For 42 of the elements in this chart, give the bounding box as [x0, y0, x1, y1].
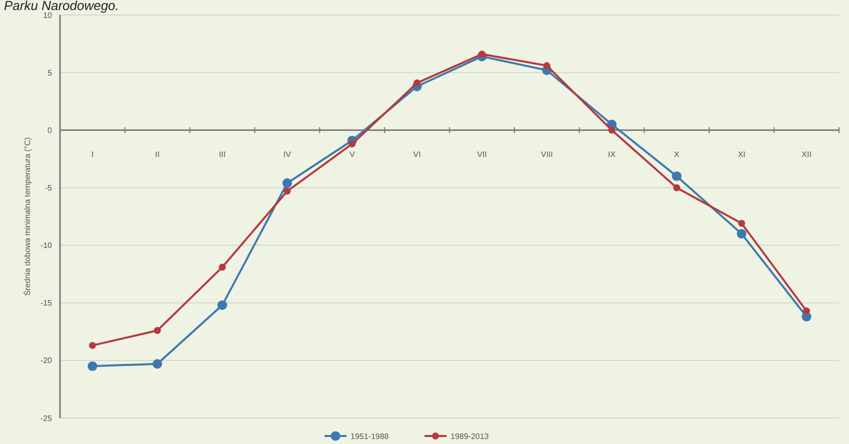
- chart-title: Parku Narodowego.: [4, 0, 119, 13]
- point: [284, 188, 291, 195]
- point: [478, 50, 486, 58]
- point: [543, 62, 550, 70]
- point: [672, 171, 682, 181]
- y-axis-title: Średnia dobowa minimalna temperatura (°C): [22, 136, 32, 296]
- y-tick-label: -15: [40, 298, 53, 308]
- x-tick-label: VIII: [540, 150, 553, 160]
- x-tick-label: VII: [477, 150, 487, 160]
- point: [88, 342, 96, 349]
- point: [217, 300, 228, 310]
- point: [88, 361, 98, 371]
- y-tick-label: -25: [40, 414, 53, 423]
- point: [738, 220, 746, 227]
- point: [152, 359, 162, 369]
- legend-label: 1989-2013: [450, 432, 490, 441]
- x-tick-label: II: [155, 150, 160, 160]
- y-tick-label: 0: [48, 126, 53, 135]
- x-tick-label: XII: [802, 150, 812, 160]
- point: [736, 228, 746, 239]
- x-tick-label: V: [349, 150, 356, 160]
- point: [282, 178, 292, 188]
- y-tick-label: -10: [40, 241, 53, 250]
- x-tick-label: I: [91, 150, 94, 160]
- y-tick-label: 5: [48, 68, 53, 78]
- x-tick-label: IX: [608, 150, 616, 160]
- point: [414, 79, 421, 86]
- point: [608, 126, 616, 134]
- x-tick-label: III: [218, 150, 226, 160]
- point: [154, 326, 161, 334]
- legend-label: 1951-1988: [350, 432, 390, 441]
- x-tick-label: X: [674, 150, 680, 160]
- point: [218, 264, 226, 271]
- x-tick-label: VI: [413, 150, 421, 160]
- x-tick-label: IV: [283, 150, 292, 160]
- point: [803, 307, 810, 314]
- point: [673, 184, 680, 192]
- x-tick-label: XI: [738, 150, 746, 160]
- y-tick-label: 10: [43, 10, 53, 20]
- y-tick-label: -5: [44, 184, 53, 193]
- y-tick-label: -20: [40, 356, 53, 366]
- point: [348, 140, 356, 148]
